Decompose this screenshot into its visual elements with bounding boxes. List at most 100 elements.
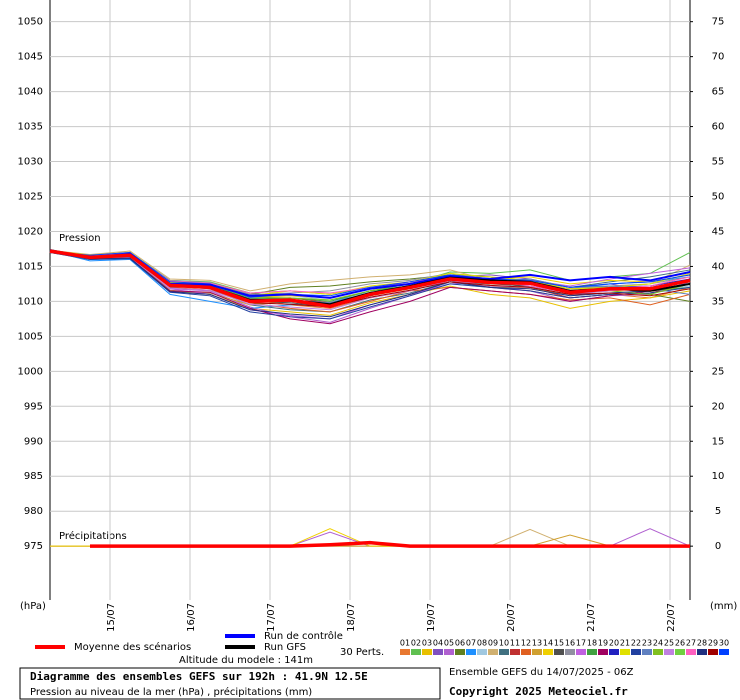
y-tick-label: 980 xyxy=(24,506,43,517)
legend-swatch xyxy=(466,649,476,655)
x-tick-label: 18/07 xyxy=(346,603,357,632)
legend-swatch xyxy=(400,649,410,655)
y2-tick-label: 5 xyxy=(715,506,721,517)
legend-label: 17 xyxy=(576,639,586,648)
run-info: Ensemble GEFS du 14/07/2025 - 06Z xyxy=(449,667,634,678)
x-tick-label: 15/07 xyxy=(106,603,117,632)
x-tick-label: 21/07 xyxy=(586,603,597,632)
y-tick-label: 1030 xyxy=(18,157,43,168)
y2-tick-label: 60 xyxy=(712,122,725,133)
legend-label: Moyenne des scénarios xyxy=(74,641,191,653)
y2-tick-label: 15 xyxy=(712,436,725,447)
y2-tick-label: 30 xyxy=(712,331,725,342)
legend-label: 04 xyxy=(433,639,443,648)
y-tick-label: 1000 xyxy=(18,366,43,377)
y-tick-label: 985 xyxy=(24,471,43,482)
legend-swatch xyxy=(708,649,718,655)
legend-swatch xyxy=(521,649,531,655)
legend-swatch xyxy=(620,649,630,655)
legend-label: 21 xyxy=(620,639,630,648)
legend-label: 12 xyxy=(521,639,531,648)
y2-tick-label: 25 xyxy=(712,366,725,377)
perts-label: 30 Perts. xyxy=(340,647,384,658)
y2-tick-label: 40 xyxy=(712,261,725,272)
legend-swatch xyxy=(543,649,553,655)
y-tick-label: 975 xyxy=(24,541,43,552)
pressure-label: Pression xyxy=(59,233,101,244)
y-tick-label: 1005 xyxy=(18,331,43,342)
legend-swatch xyxy=(653,649,663,655)
legend-swatch xyxy=(686,649,696,655)
legend-label: 05 xyxy=(444,639,454,648)
legend-label: 25 xyxy=(664,639,674,648)
y2-tick-label: 0 xyxy=(715,541,721,552)
legend-swatch xyxy=(422,649,432,655)
legend-swatch xyxy=(455,649,465,655)
legend-swatch xyxy=(609,649,619,655)
y2-tick-label: 45 xyxy=(712,226,725,237)
legend-swatch xyxy=(532,649,542,655)
legend-swatch xyxy=(631,649,641,655)
precip-label: Précipitations xyxy=(59,530,127,542)
y2-axis-label: (mm) xyxy=(710,601,737,612)
legend-label: 30 xyxy=(719,639,729,648)
pressure-line xyxy=(49,251,691,298)
x-tick-label: 20/07 xyxy=(506,603,517,632)
y-tick-label: 1050 xyxy=(18,17,43,28)
x-tick-label: 22/07 xyxy=(666,603,677,632)
y2-tick-label: 75 xyxy=(712,17,725,28)
legend-label: 24 xyxy=(653,639,663,648)
legend-swatch xyxy=(554,649,564,655)
altitude: Altitude du modele : 141m xyxy=(179,655,313,666)
x-tick-label: 16/07 xyxy=(186,603,197,632)
legend-swatch xyxy=(565,649,575,655)
y2-tick-label: 10 xyxy=(712,471,725,482)
pressure-line xyxy=(49,249,691,318)
legend-label: 27 xyxy=(686,639,696,648)
legend-label: 09 xyxy=(488,639,498,648)
y-tick-label: 1020 xyxy=(18,226,43,237)
legend-label: 10 xyxy=(499,639,509,648)
chart-subtitle: Pression au niveau de la mer (hPa) , pré… xyxy=(30,686,312,698)
legend-label: 22 xyxy=(631,639,641,648)
legend-swatch xyxy=(488,649,498,655)
copyright: Copyright 2025 Meteociel.fr xyxy=(449,685,628,698)
legend-label: 19 xyxy=(598,639,608,648)
title-box xyxy=(19,667,441,700)
y-tick-label: 1045 xyxy=(18,52,43,63)
y2-tick-label: 20 xyxy=(712,401,725,412)
legend-swatch xyxy=(510,649,520,655)
chart-title: Diagramme des ensembles GEFS sur 192h : … xyxy=(30,670,368,683)
legend-label: 18 xyxy=(587,639,597,648)
legend-label: Run GFS xyxy=(264,642,306,653)
legend-label: 14 xyxy=(543,639,553,648)
y-tick-label: 995 xyxy=(24,401,43,412)
y2-tick-label: 35 xyxy=(712,296,725,307)
legend-label: 15 xyxy=(554,639,564,648)
legend-swatch xyxy=(719,649,729,655)
legend-swatch xyxy=(576,649,586,655)
legend-label: 23 xyxy=(642,639,652,648)
y2-tick-label: 65 xyxy=(712,87,725,98)
legend-label: 29 xyxy=(708,639,718,648)
legend-label: 07 xyxy=(466,639,476,648)
pressure-line xyxy=(49,249,691,309)
legend-label: 13 xyxy=(532,639,542,648)
legend-label: 01 xyxy=(400,639,410,648)
legend-swatch xyxy=(411,649,421,655)
y2-tick-label: 70 xyxy=(712,52,725,63)
legend-label: 16 xyxy=(565,639,575,648)
legend-label: 28 xyxy=(697,639,707,648)
x-tick-label: 19/07 xyxy=(426,603,437,632)
legend-label: 03 xyxy=(422,639,432,648)
y-tick-label: 1040 xyxy=(18,87,43,98)
pressure-line xyxy=(49,249,691,311)
legend-label: 06 xyxy=(455,639,465,648)
legend-swatch xyxy=(433,649,443,655)
y-tick-label: 1010 xyxy=(18,296,43,307)
y-tick-label: 1035 xyxy=(18,122,43,133)
legend-swatch xyxy=(675,649,685,655)
precip-line xyxy=(90,540,690,548)
legend-swatch xyxy=(444,649,454,655)
